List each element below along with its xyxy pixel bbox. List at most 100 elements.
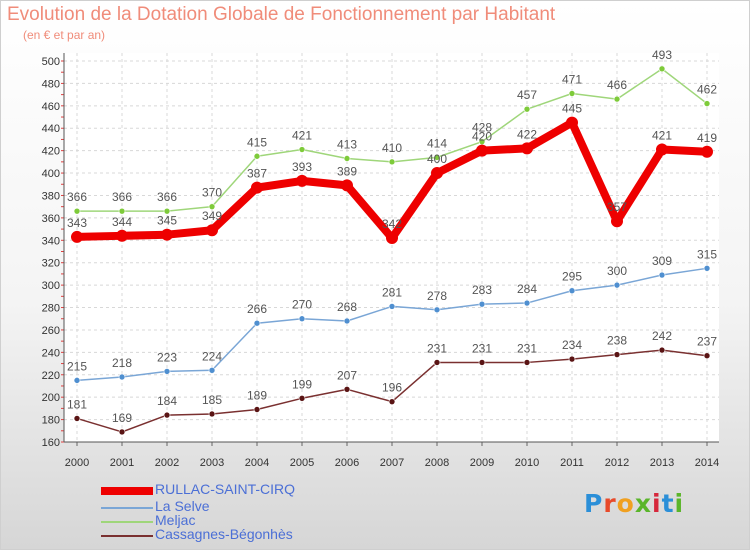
series-meljac <box>73 65 711 215</box>
data-label: 218 <box>112 356 132 370</box>
data-point <box>703 100 711 107</box>
data-point <box>206 224 218 237</box>
y-tick-label: 320 <box>42 258 60 270</box>
y-tick-label: 400 <box>42 168 60 180</box>
data-point <box>163 368 171 375</box>
data-label: 215 <box>67 359 87 373</box>
data-point <box>208 410 216 418</box>
data-label: 345 <box>157 214 177 228</box>
data-label: 410 <box>382 141 402 155</box>
data-point <box>208 366 216 374</box>
data-point <box>118 373 126 381</box>
data-point <box>163 411 171 419</box>
x-tick-label: 2006 <box>335 457 359 469</box>
data-point <box>208 203 216 210</box>
data-point <box>433 306 441 314</box>
data-label: 268 <box>337 300 357 314</box>
data-label: 199 <box>292 377 312 391</box>
data-label: 419 <box>697 131 717 145</box>
x-tick-label: 2011 <box>560 457 584 469</box>
series-cassagnes-b-gonh-s <box>73 346 711 436</box>
data-label: 184 <box>157 394 177 408</box>
data-label: 421 <box>652 129 672 143</box>
logo-letter: x <box>634 489 652 518</box>
data-point <box>433 359 441 366</box>
data-point <box>656 143 668 156</box>
data-point <box>251 181 263 194</box>
chart-subtitle: (en € et par an) <box>23 28 106 42</box>
logo-letter: o <box>616 489 635 518</box>
data-label: 366 <box>112 190 132 204</box>
legend-label: Meljac <box>155 512 196 528</box>
legend-swatch <box>101 487 153 495</box>
data-label: 207 <box>337 368 357 382</box>
data-label: 234 <box>562 338 582 352</box>
data-point <box>388 303 396 310</box>
legend-swatch <box>101 535 153 537</box>
legend-label: RULLAC-SAINT-CIRQ <box>155 481 296 497</box>
y-tick-label: 380 <box>42 190 60 202</box>
data-label: 185 <box>202 393 222 407</box>
x-tick-label: 2005 <box>290 457 314 469</box>
y-tick-label: 340 <box>42 235 60 247</box>
y-tick-label: 160 <box>42 437 60 449</box>
data-label: 231 <box>517 341 537 355</box>
data-point <box>343 386 351 393</box>
data-label: 357 <box>607 200 627 214</box>
data-label: 414 <box>427 136 447 150</box>
data-point <box>478 300 486 308</box>
data-label: 196 <box>382 381 402 395</box>
data-point <box>118 207 126 215</box>
data-label: 266 <box>247 302 267 316</box>
x-tick-label: 2014 <box>695 457 719 469</box>
data-label: 493 <box>652 48 672 62</box>
y-tick-label: 480 <box>42 78 60 90</box>
data-point <box>343 155 351 162</box>
data-label: 413 <box>337 137 357 151</box>
logo-letter: t <box>661 489 675 518</box>
data-label: 421 <box>292 129 312 143</box>
y-tick-label: 460 <box>42 101 60 113</box>
data-label: 300 <box>607 264 627 278</box>
data-point <box>118 428 126 436</box>
data-point <box>521 142 533 155</box>
data-label: 389 <box>337 164 357 178</box>
y-tick-label: 300 <box>42 280 60 292</box>
data-point <box>388 158 396 166</box>
data-label: 422 <box>517 127 537 141</box>
data-label: 270 <box>292 298 312 312</box>
data-point <box>568 90 576 97</box>
data-point <box>253 152 261 160</box>
data-label: 238 <box>607 334 627 348</box>
y-tick-label: 180 <box>42 415 60 427</box>
data-label: 387 <box>247 167 267 181</box>
legend-label: La Selve <box>155 498 210 514</box>
data-label: 315 <box>697 247 717 261</box>
data-point <box>523 105 531 113</box>
data-label: 295 <box>562 270 582 284</box>
data-label: 189 <box>247 389 267 403</box>
data-label: 237 <box>697 335 717 349</box>
data-point <box>433 154 441 161</box>
data-point <box>613 95 621 103</box>
data-point <box>388 398 396 405</box>
data-point <box>343 317 351 325</box>
x-tick-label: 2012 <box>605 457 629 469</box>
data-label: 309 <box>652 254 672 268</box>
data-point <box>613 281 621 289</box>
data-label: 169 <box>112 411 132 425</box>
y-tick-label: 260 <box>42 325 60 337</box>
data-point <box>611 215 623 228</box>
data-point <box>568 355 576 363</box>
data-label: 224 <box>202 349 222 363</box>
data-point <box>658 65 666 73</box>
y-tick-label: 500 <box>42 56 60 68</box>
legend-label: Cassagnes-Bégonhès <box>155 526 293 542</box>
data-point <box>568 287 576 295</box>
data-point <box>116 229 128 242</box>
data-label: 231 <box>472 341 492 355</box>
data-label: 466 <box>607 78 627 92</box>
data-point <box>163 207 171 215</box>
y-tick-label: 240 <box>42 347 60 359</box>
data-label: 344 <box>112 215 132 229</box>
